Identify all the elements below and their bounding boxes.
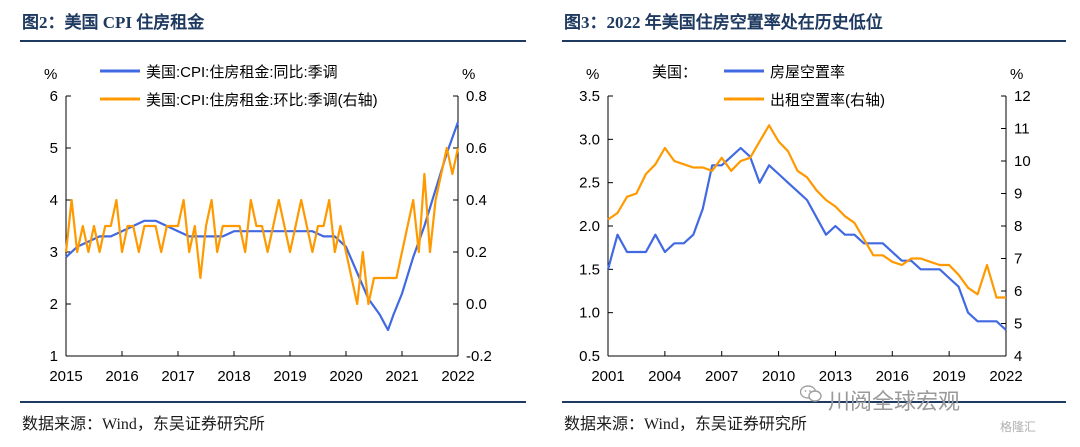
x-tick-label: 2019 [932, 368, 965, 385]
right-chart-panel: 图3：2022 年美国住房空置率处在历史低位 0.5 1.0 1.5 2.0 2.5 3.… [542, 0, 1080, 447]
y-left-unit: % [44, 66, 57, 83]
y-right-tick-label: 8 [1014, 218, 1022, 235]
right-chart: 0.5 1.0 1.5 2.0 2.5 3.0 3.5 4 5 6 7 8 9 10 11 12 2001 200… [579, 64, 1031, 385]
legend-label-1: 美国:CPI:住房租金:同比:季调 [146, 64, 338, 81]
y-right-unit: % [1010, 66, 1023, 83]
y-left-tick-label: 3 [50, 244, 58, 261]
x-tick-label: 2022 [989, 368, 1022, 385]
y-right-tick-label: 0.6 [466, 140, 487, 157]
y-right-tick-label: 11 [1014, 121, 1030, 138]
series-line-1 [606, 146, 1007, 331]
x-tick-label: 2004 [648, 368, 681, 385]
left-chart: 1 2 3 4 5 6 -0.2 0.0 0.2 0.4 0.6 0.8 2015 2016 2017 201… [44, 64, 492, 385]
x-tick-label: 2007 [705, 368, 738, 385]
y-right-tick-label: 9 [1014, 186, 1022, 203]
y-right-unit: % [462, 66, 475, 83]
y-left-unit: % [586, 66, 599, 83]
x-tick-label: 2010 [762, 368, 795, 385]
y-right-tick-label: 0.0 [466, 296, 487, 313]
x-tick-label: 2017 [161, 368, 194, 385]
y-right-tick-label: 5 [1014, 316, 1022, 333]
x-tick-label: 2016 [876, 368, 909, 385]
x-tick-label: 2001 [591, 368, 624, 385]
y-right-tick-label: 7 [1014, 251, 1022, 268]
x-tick-label: 2013 [819, 368, 852, 385]
watermark-text: 川阅全球宏观 [828, 390, 961, 415]
y-right-tick-label: 0.4 [466, 192, 487, 209]
left-title-rule [20, 40, 526, 42]
legend-label-1: 房屋空置率 [770, 64, 845, 81]
y-left-tick-label: 0.5 [579, 348, 600, 365]
y-right-tick-label: -0.2 [466, 348, 492, 365]
y-right-tick-label: 12 [1014, 88, 1031, 105]
x-tick-label: 2021 [385, 368, 418, 385]
y-left-tick-label: 2 [50, 296, 58, 313]
right-title-rule [562, 40, 1066, 42]
left-source-note: 数据来源：Wind，东吴证券研究所 [22, 416, 265, 433]
y-left-tick-label: 2.5 [579, 175, 600, 192]
y-left-tick-label: 5 [50, 140, 58, 157]
x-tick-label: 2019 [273, 368, 306, 385]
x-tick-label: 2016 [105, 368, 138, 385]
left-chart-title: 图2：美国 CPI 住房租金 [22, 13, 205, 32]
y-left-tick-label: 3.5 [579, 88, 600, 105]
x-tick-label: 2022 [441, 368, 474, 385]
x-tick-label: 2020 [329, 368, 362, 385]
y-left-tick-label: 1.0 [579, 305, 600, 322]
legend-prefix: 美国： [652, 64, 697, 81]
legend-label-2: 出租空置率(右轴) [770, 92, 885, 109]
y-right-tick-label: 0.8 [466, 88, 487, 105]
y-left-tick-label: 1.5 [579, 261, 600, 278]
y-left-tick-label: 3.0 [579, 131, 600, 148]
right-footer-rule [562, 401, 1066, 403]
series-line-2 [64, 146, 460, 306]
y-left-tick-label: 2.0 [579, 218, 600, 235]
brand-logo-text: 格隆汇 [1000, 420, 1037, 434]
y-right-tick-label: 4 [1014, 348, 1022, 365]
y-right-tick-label: 0.2 [466, 244, 487, 261]
y-left-tick-label: 4 [50, 192, 58, 209]
legend-label-2: 美国:CPI:住房租金:环比:季调(右轴) [146, 92, 378, 109]
wechat-icon [800, 385, 822, 402]
left-chart-panel: 图2：美国 CPI 住房租金 1 2 3 4 5 6 -0.2 0.0 0.2 0.4 0.6 0.8… [20, 13, 526, 433]
x-tick-label: 2018 [217, 368, 250, 385]
y-right-tick-label: 6 [1014, 283, 1022, 300]
left-footer-rule [20, 401, 526, 403]
y-left-tick-label: 1 [50, 348, 58, 365]
x-tick-label: 2015 [49, 368, 82, 385]
series-line-2 [607, 124, 1006, 299]
y-right-tick-label: 10 [1014, 153, 1031, 170]
right-source-note: 数据来源：Wind，东吴证券研究所 [564, 416, 807, 433]
right-chart-title: 图3：2022 年美国住房空置率处在历史低位 [564, 13, 883, 32]
y-left-tick-label: 6 [50, 88, 58, 105]
